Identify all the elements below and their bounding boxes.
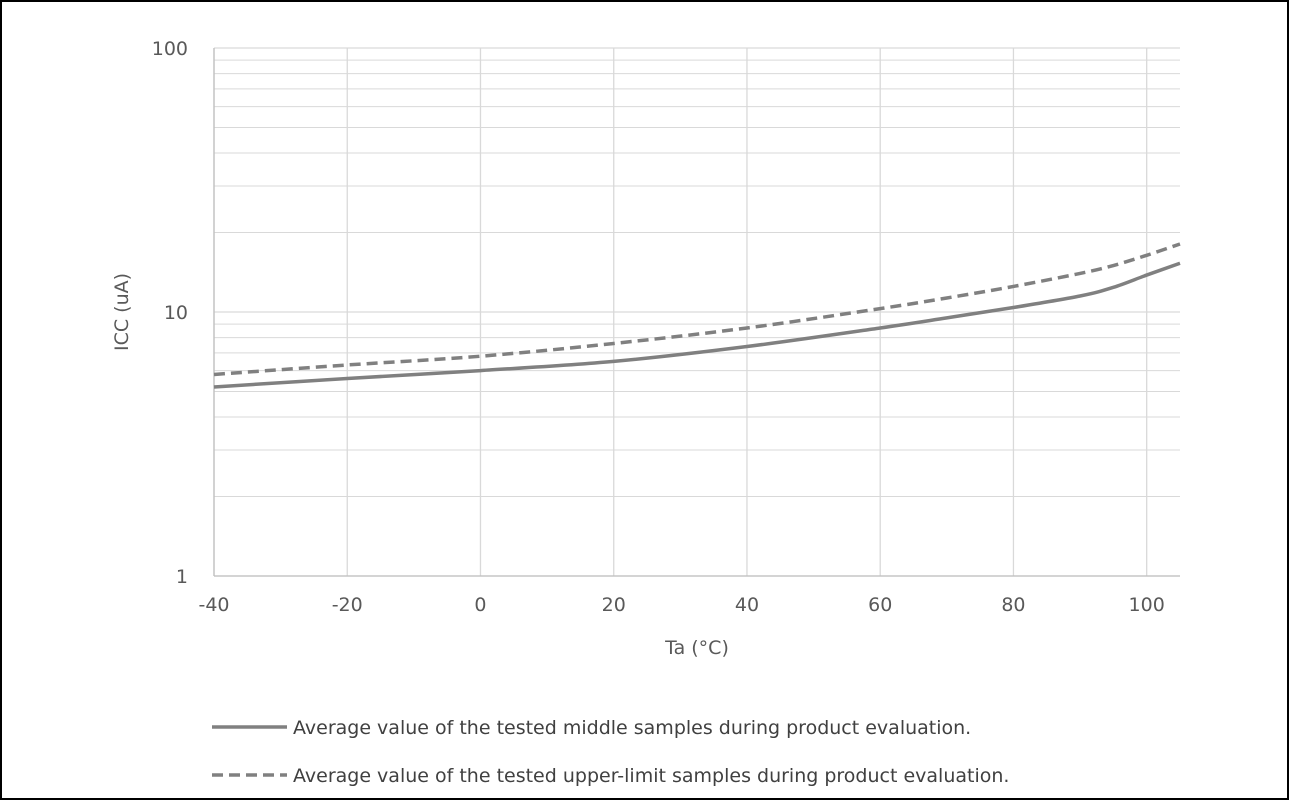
series-line-middle [213,261,1181,389]
x-tick-label: 80 [1001,594,1025,616]
legend: Average value of the tested middle sampl… [212,717,1009,787]
y-tick-label: 10 [164,302,188,324]
x-tick-label: 100 [1129,594,1165,616]
x-tick-label: 20 [602,594,626,616]
x-tick-label: 40 [735,594,759,616]
plot-area [213,48,1180,577]
legend-label-upper-limit: Average value of the tested upper-limit … [293,765,1009,787]
series-line-upper-limit [213,242,1181,377]
legend-label-middle: Average value of the tested middle sampl… [293,717,971,739]
y-axis-title: ICC (uA) [111,273,133,351]
x-tick-label: 0 [474,594,486,616]
series-lines [213,242,1181,389]
x-tick-label: -40 [198,594,229,616]
y-tick-label: 100 [152,38,188,60]
y-tick-label: 1 [176,566,188,588]
x-tick-label: 60 [868,594,892,616]
x-tick-label: -20 [332,594,363,616]
x-axis-title: Ta (°C) [664,637,729,659]
x-tick-labels: -40 -20 0 20 40 60 80 100 [198,594,1164,616]
grid [213,47,1180,577]
y-tick-labels: 1 10 100 [152,38,188,588]
